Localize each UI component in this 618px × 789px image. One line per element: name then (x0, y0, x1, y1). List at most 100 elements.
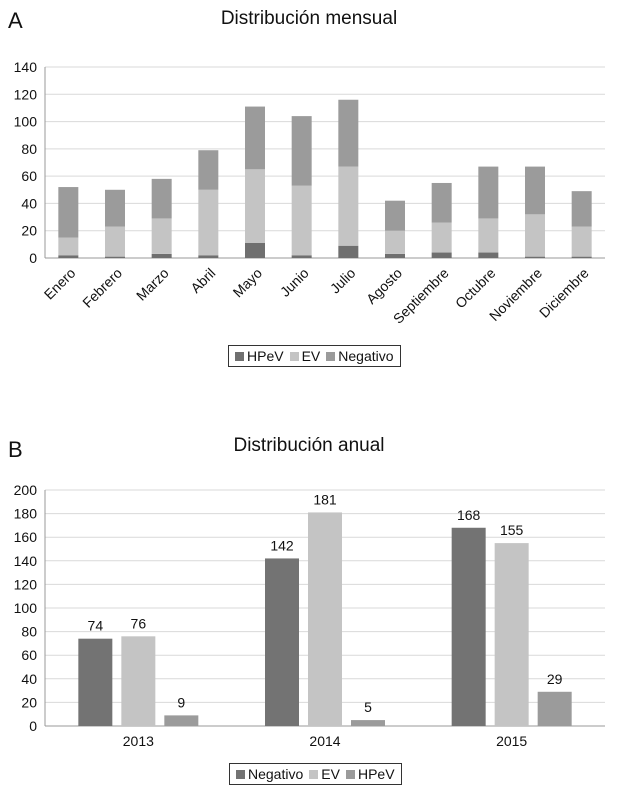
bar-segment-ev-octubre (478, 218, 499, 253)
bar-ev-2013 (121, 636, 156, 726)
bar-negativo-2014 (265, 558, 299, 726)
bar-segment-negativo-septiembre (431, 182, 452, 223)
legend-swatch-ev (289, 351, 299, 361)
bar-segment-hpev-enero (58, 255, 79, 258)
legend-label-negativo: Negativo (248, 766, 304, 782)
y-tick-label-180: 180 (14, 506, 38, 522)
bar-segment-negativo-diciembre (571, 191, 592, 227)
legend-item-hpev: HPeV (345, 766, 395, 782)
annual-grouped-bar-chart: 0 20 40 60 80 100 120 140 160 180 200 74 76 9 2013 142 1… (14, 482, 605, 749)
data-label-hpev-2015: 29 (547, 671, 563, 687)
x-tick-label-octubre: Octubre (452, 265, 499, 312)
bar-segment-hpev-julio (338, 245, 359, 258)
bar-segment-hpev-junio (291, 255, 312, 258)
monthly-stacked-bar-chart: 0 20 40 60 80 100 120 140 Enero Febrero Marzo Abril… (14, 59, 605, 327)
data-label-ev-2014: 181 (313, 491, 337, 507)
x-tick-label-junio: Junio (277, 265, 312, 300)
legend-swatch-negativo (326, 351, 336, 361)
x-tick-label-2014: 2014 (309, 733, 340, 749)
x-tick-label-marzo: Marzo (133, 265, 172, 304)
bar-segment-hpev-octubre (478, 252, 499, 258)
y-tick-label-140: 140 (14, 59, 38, 75)
bar-segment-ev-mayo (245, 169, 265, 243)
bar-segment-ev-julio (338, 166, 359, 246)
y-tick-label-80: 80 (21, 141, 37, 157)
data-label-hpev-2013: 9 (177, 694, 185, 710)
monthly-chart-panel: A Distribución mensual 0 20 40 60 80 100 120 14… (0, 0, 618, 390)
bar-segment-negativo-julio (338, 99, 359, 167)
bar-segment-ev-marzo (151, 218, 172, 254)
y-tick-label-140: 140 (14, 553, 38, 569)
y-tick-label-100: 100 (14, 600, 38, 616)
legend-item-ev: EV (309, 766, 340, 782)
bar-segment-ev-noviembre (525, 214, 545, 257)
bar-hpev-2013 (164, 715, 199, 726)
bar-segment-ev-abril (198, 189, 219, 256)
bar-hpev-2014 (351, 720, 385, 726)
bar-segment-ev-agosto (385, 230, 405, 254)
bar-segment-negativo-marzo (151, 178, 172, 219)
legend-label-hpev: HPeV (357, 766, 395, 782)
panel-letter-a: A (8, 8, 23, 33)
bar-ev-2014 (308, 512, 342, 726)
y-tick-label-0: 0 (29, 718, 37, 734)
bar-segment-negativo-febrero (105, 189, 125, 227)
bar-hpev-2015 (537, 691, 572, 726)
bar-segment-ev-junio (291, 185, 312, 256)
data-label-negativo-2013: 74 (88, 618, 104, 634)
bar-segment-ev-febrero (105, 226, 125, 257)
data-label-ev-2015: 155 (500, 522, 524, 538)
bar-segment-hpev-noviembre (525, 256, 545, 258)
bar-ev-2015 (494, 543, 529, 726)
bar-segment-negativo-abril (198, 150, 219, 190)
legend-item-ev: EV (289, 348, 321, 364)
bar-segment-negativo-agosto (385, 200, 405, 231)
bar-segment-negativo-enero (58, 187, 79, 238)
y-tick-label-40: 40 (21, 195, 37, 211)
panel-letter-b: B (8, 437, 23, 462)
bar-segment-negativo-noviembre (525, 166, 545, 215)
legend-swatch-negativo (236, 769, 245, 779)
bar-segment-ev-diciembre (571, 226, 592, 257)
x-tick-label-enero: Enero (41, 265, 79, 303)
annual-chart-panel: B Distribución anual 0 20 40 60 80 100 120 140 1… (0, 395, 618, 789)
chart-title-monthly: Distribución mensual (220, 8, 398, 29)
y-tick-label-80: 80 (21, 624, 37, 640)
y-tick-label-100: 100 (14, 114, 38, 130)
y-tick-label-0: 0 (29, 250, 37, 266)
legend-label-negativo: Negativo (338, 348, 394, 364)
chart-title-annual: Distribución anual (233, 435, 385, 456)
bar-segment-negativo-mayo (245, 106, 265, 170)
y-tick-label-40: 40 (21, 671, 37, 687)
x-tick-label-diciembre: Diciembre (536, 265, 592, 321)
legend-swatch-hpev (235, 351, 244, 361)
y-tick-label-20: 20 (21, 223, 37, 239)
bar-segment-ev-enero (58, 237, 79, 256)
legend-swatch-hpev (345, 769, 355, 779)
legend-monthly: HPeV EV Negativo (228, 345, 401, 367)
x-tick-label-agosto: Agosto (363, 265, 405, 307)
x-tick-label-febrero: Febrero (79, 265, 125, 311)
bar-segment-hpev-marzo (151, 253, 172, 258)
data-label-hpev-2014: 5 (364, 699, 372, 715)
bar-segment-hpev-septiembre (431, 252, 452, 258)
y-tick-label-60: 60 (21, 647, 37, 663)
legend-item-negativo: Negativo (236, 766, 303, 782)
legend-swatch-ev (309, 769, 319, 779)
bar-segment-hpev-febrero (105, 256, 125, 258)
bar-negativo-2015 (451, 527, 486, 726)
legend-label-ev: EV (321, 766, 340, 782)
data-label-negativo-2014: 142 (270, 537, 294, 553)
data-label-negativo-2015: 168 (457, 507, 481, 523)
bar-segment-hpev-agosto (385, 253, 405, 258)
legend-label-ev: EV (301, 348, 321, 364)
y-tick-label-60: 60 (21, 168, 37, 184)
legend-label-hpev: HPeV (247, 348, 284, 364)
legend-item-negativo: Negativo (326, 348, 394, 364)
x-tick-label-mayo: Mayo (230, 265, 266, 301)
legend-item-hpev: HPeV (235, 348, 284, 364)
legend-annual: Negativo EV HPeV (229, 763, 402, 785)
x-tick-label-abril: Abril (187, 265, 218, 296)
x-tick-label-2015: 2015 (496, 733, 527, 749)
bar-segment-negativo-octubre (478, 166, 499, 219)
